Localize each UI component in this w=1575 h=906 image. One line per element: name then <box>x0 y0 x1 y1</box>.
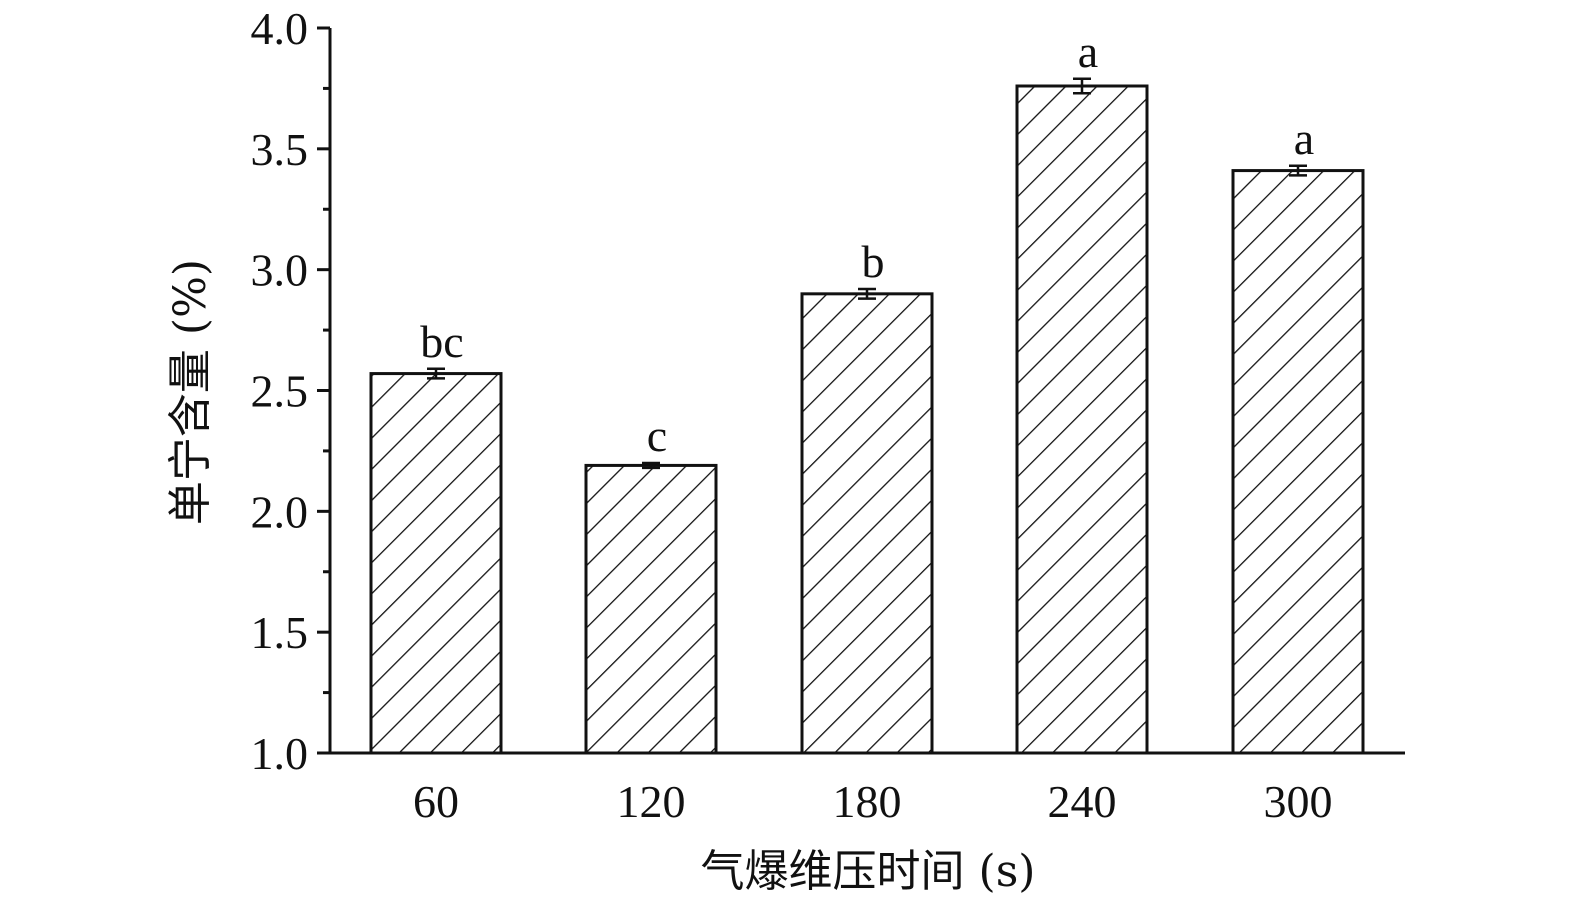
y-tick-label: 1.0 <box>251 728 309 779</box>
y-tick-label: 2.0 <box>251 486 309 537</box>
bar <box>584 463 718 755</box>
x-ticks: 60 120 180 240 300 <box>413 776 1333 827</box>
x-tick-label: 300 <box>1264 776 1333 827</box>
significance-label: a <box>1078 26 1098 77</box>
x-axis-title: 气爆维压时间 (s) <box>701 846 1036 897</box>
bar <box>800 292 934 755</box>
significance-label: a <box>1294 113 1314 164</box>
x-tick-label: 60 <box>413 776 459 827</box>
significance-label: b <box>862 236 885 287</box>
significance-label: c <box>647 410 667 461</box>
y-tick-label: 1.5 <box>251 607 309 658</box>
y-ticks: 1.0 1.5 2.0 2.5 3.0 3.5 4.0 <box>251 3 330 779</box>
significance-label: bc <box>420 316 463 367</box>
y-tick-label: 3.5 <box>251 124 309 175</box>
x-tick-label: 240 <box>1048 776 1117 827</box>
bar <box>1231 169 1365 755</box>
bar <box>1015 84 1149 755</box>
y-tick-label: 2.5 <box>251 366 309 417</box>
y-tick-label: 4.0 <box>251 3 309 54</box>
error-bars-layer <box>427 77 1307 470</box>
significance-labels-layer: bc c b a a <box>420 26 1314 461</box>
y-tick-label: 3.0 <box>251 245 309 296</box>
x-tick-label: 120 <box>617 776 686 827</box>
x-tick-label: 180 <box>833 776 902 827</box>
y-axis-title: 单宁含量 (%) <box>165 259 216 525</box>
bar <box>369 372 503 755</box>
bars-layer <box>369 84 1365 755</box>
